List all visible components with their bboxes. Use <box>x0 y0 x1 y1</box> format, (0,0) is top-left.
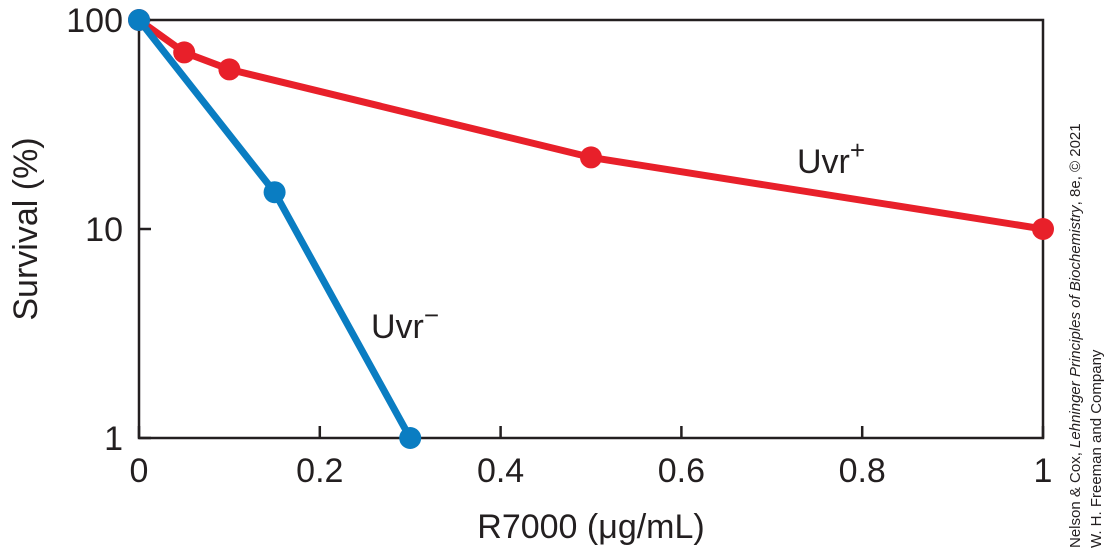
x-axis-title: R7000 (μg/mL) <box>477 508 704 546</box>
points-layer <box>128 9 1054 449</box>
ticks-layer: 0 0.2 0.4 0.6 0.8 1 1 10 100 <box>66 2 1052 490</box>
y-tick-label: 1 <box>104 420 123 458</box>
y-tick-label: 100 <box>66 2 123 40</box>
credit-line-2: W. H. Freeman and Company <box>1088 349 1105 548</box>
x-tick-label: 0.8 <box>839 452 886 490</box>
series-layer <box>135 16 1047 442</box>
x-tick-label: 0.2 <box>296 452 343 490</box>
credit-book-title: Lehninger Principles of Biochemistry <box>1067 205 1084 448</box>
series-label-uvr-plus-name: Uvr <box>797 143 850 181</box>
data-point-uvr-minus <box>399 427 422 449</box>
credit-suffix: , 8e, © 2021 <box>1067 123 1084 206</box>
data-point-uvr-plus <box>580 146 602 169</box>
credit-prefix: Nelson & Cox, <box>1067 447 1084 548</box>
series-label-uvr-minus-name: Uvr <box>371 308 424 346</box>
data-point-uvr-plus <box>218 58 241 81</box>
data-point-uvr-plus <box>173 41 196 64</box>
series-label-uvr-plus: Uvr+ <box>797 135 865 181</box>
x-tick-label: 0 <box>130 452 149 490</box>
credit-line-1: Nelson & Cox, Lehninger Principles of Bi… <box>1065 8 1086 548</box>
x-tick-label: 0.6 <box>658 452 705 490</box>
series-label-uvr-plus-sup: + <box>850 135 865 165</box>
series-label-uvr-minus-sup: − <box>424 300 439 330</box>
data-point-uvr-plus <box>1032 218 1054 240</box>
x-tick-label: 0.4 <box>477 452 524 490</box>
y-axis-title: Survival (%) <box>7 137 45 320</box>
copyright-credit: Nelson & Cox, Lehninger Principles of Bi… <box>1065 8 1111 548</box>
y-tick-label: 10 <box>85 211 123 249</box>
x-tick-label: 1 <box>1034 452 1053 490</box>
series-label-uvr-minus: Uvr− <box>371 300 439 346</box>
data-point-uvr-minus <box>263 181 286 204</box>
data-point-uvr-minus <box>128 9 150 31</box>
